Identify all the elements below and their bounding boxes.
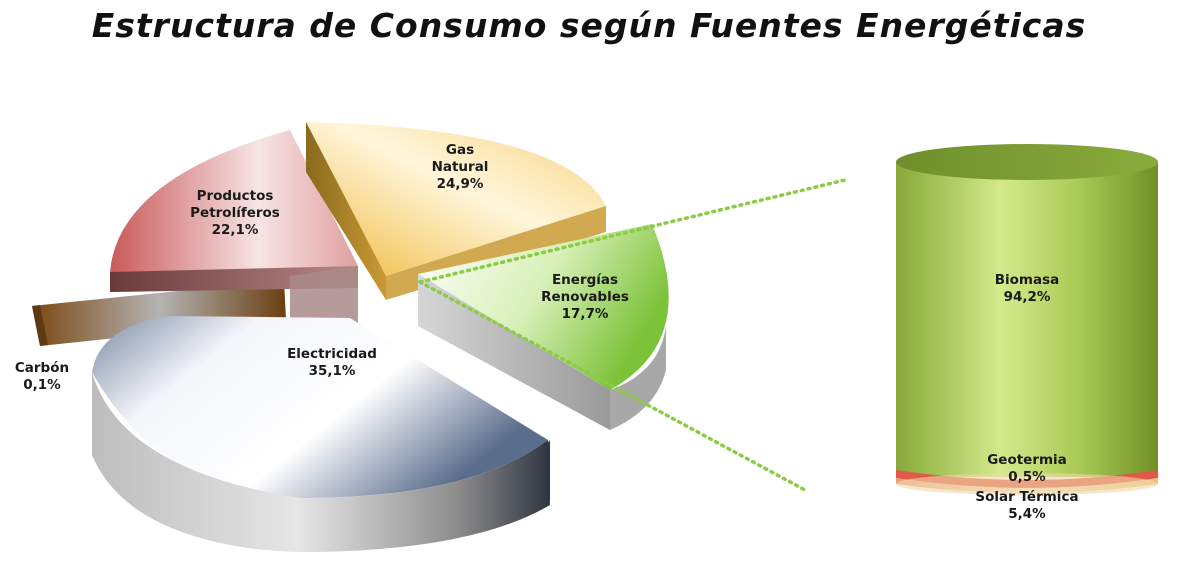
label-energias-renovables: Energías Renovables 17,7% [541,272,629,322]
renewables-cylinder [896,144,1158,495]
cylinder-top [896,144,1158,180]
label-carbon: Carbón 0,1% [14,360,70,393]
label-geotermia: Geotermia 0,5% [987,452,1067,485]
connector-lines [418,178,847,492]
pie-slice-carbon [32,280,286,346]
label-gas-natural: Gas Natural 24,9% [431,142,489,192]
pie-slice-electricidad [92,316,550,552]
pie-slice-energias-renovables [418,224,669,430]
chart-title: Estructura de Consumo según Fuentes Ener… [91,6,1087,45]
bar-segment-biomasa [896,162,1158,477]
label-electricidad: Electricidad 35,1% [287,346,377,379]
label-biomasa: Biomasa 94,2% [994,272,1060,305]
label-productos-petroliferos: Productos Petrolíferos 22,1% [190,188,280,238]
label-solar-termica: Solar Térmica 5,4% [975,489,1079,522]
